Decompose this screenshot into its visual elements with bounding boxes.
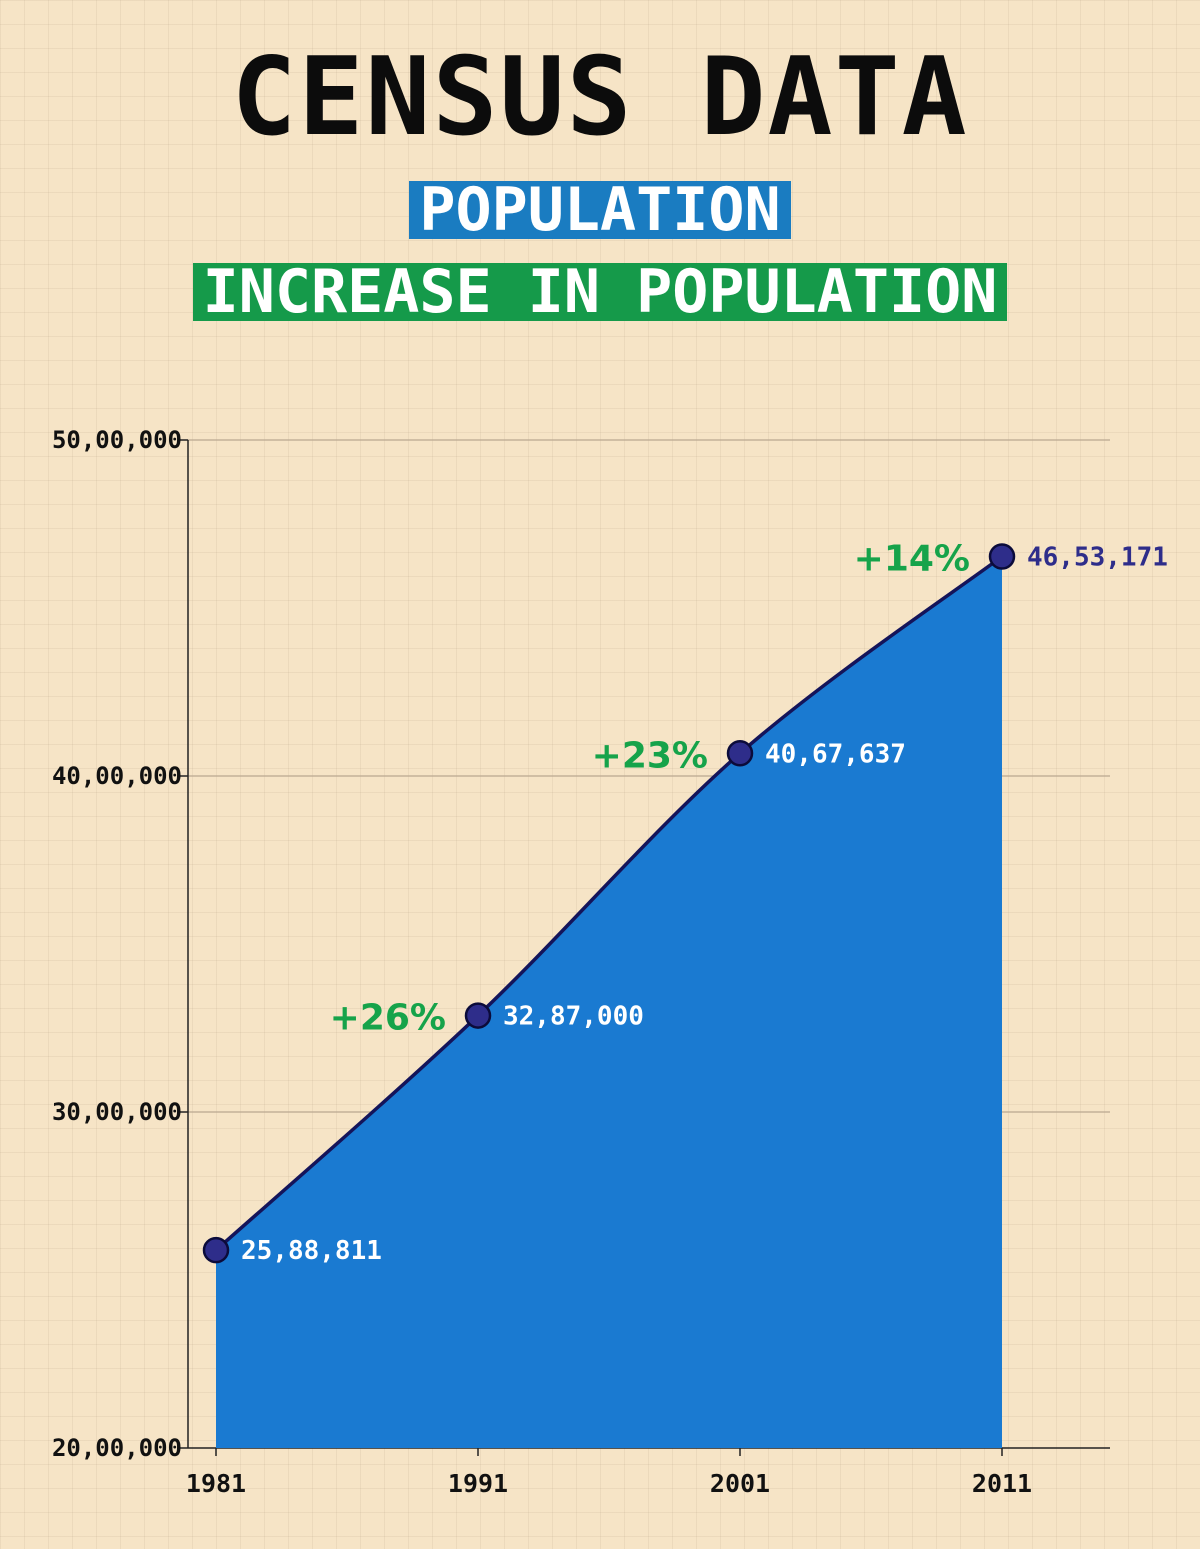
- subtitle-increase: INCREASE IN POPULATION: [0, 262, 1200, 322]
- percent-change-label: +26%: [330, 998, 446, 1039]
- data-labels: 25,88,811 32,87,000 +26% 40,67,637 +23% 46,53…: [241, 539, 1168, 1267]
- y-tick-label: 20,00,000: [52, 1434, 182, 1462]
- series-line: [214, 555, 1004, 1252]
- subtitle-increase-label: INCREASE IN POPULATION: [192, 262, 1008, 322]
- axes: 20,00,000 30,00,000 40,00,000 50,00,000 1981…: [52, 426, 1032, 1498]
- y-tick-label: 50,00,000: [52, 426, 182, 454]
- data-point: [726, 740, 754, 767]
- subtitle-population: POPULATION: [0, 180, 1200, 240]
- x-tick-label: 2001: [710, 1469, 770, 1498]
- value-label: 46,53,171: [1027, 543, 1168, 573]
- chart-title: CENSUS DATA: [231, 35, 969, 160]
- data-point: [988, 543, 1016, 570]
- y-tick-label: 40,00,000: [52, 762, 182, 790]
- area-series: [214, 555, 1004, 1448]
- data-point: [202, 1236, 230, 1264]
- value-label: 25,88,811: [241, 1236, 382, 1266]
- x-tick-label: 1991: [448, 1469, 508, 1498]
- y-tick-label: 30,00,000: [52, 1098, 182, 1126]
- value-label: 32,87,000: [503, 1002, 644, 1032]
- x-tick-label: 1981: [186, 1469, 246, 1498]
- value-label: 40,67,637: [765, 739, 906, 769]
- data-point: [464, 1002, 492, 1029]
- data-markers: [202, 543, 1016, 1264]
- x-tick-label: 2011: [972, 1469, 1032, 1498]
- area-fill: [216, 556, 1002, 1448]
- percent-change-label: +14%: [854, 539, 970, 580]
- percent-change-label: +23%: [592, 735, 708, 776]
- subtitle-population-label: POPULATION: [409, 180, 791, 240]
